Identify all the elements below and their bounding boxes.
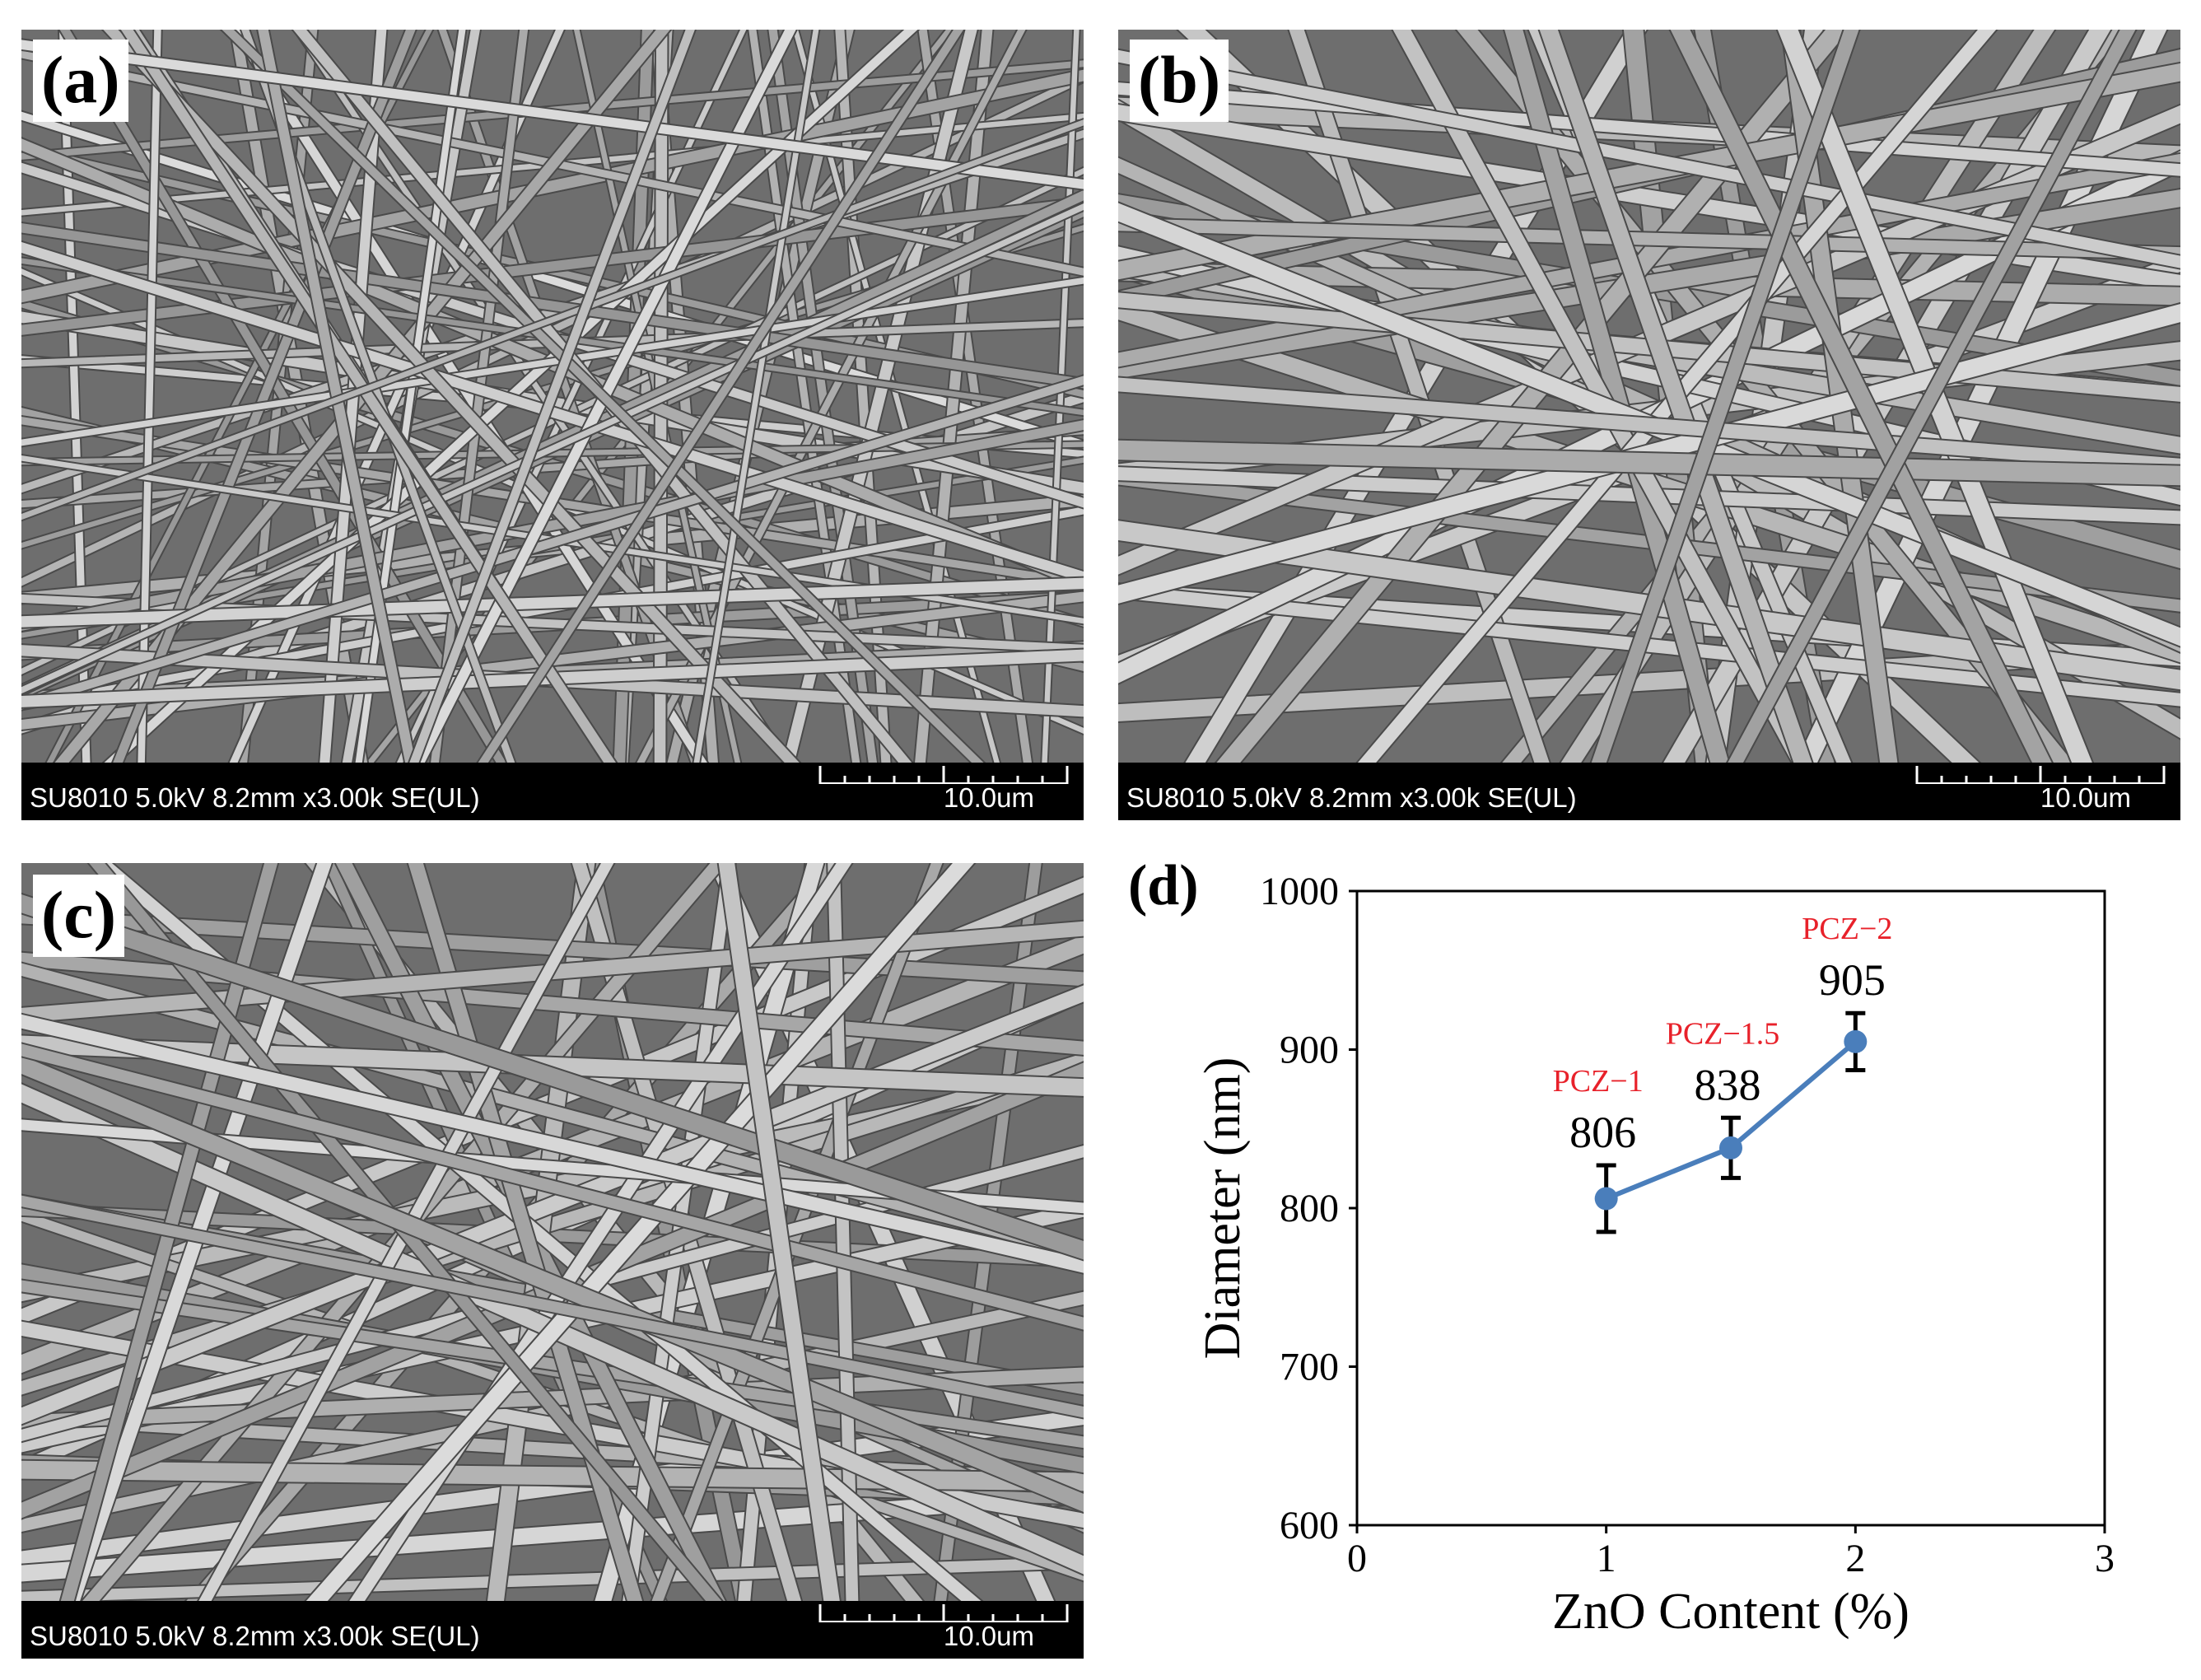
scale-bar-icon	[818, 1604, 1069, 1622]
diameter-chart: (d) 600 700 800 900 1000 0 1 2 3 ZnO Content (%) D…	[1128, 856, 2115, 1640]
data-point	[1844, 1029, 1868, 1053]
y-tick-label: 800	[1280, 1187, 1339, 1230]
sem-image-a: SU8010 5.0kV 8.2mm x3.00k SE(UL) 10.0um	[21, 30, 1084, 820]
x-tick-label: 1	[1597, 1537, 1616, 1580]
y-tick-label: 900	[1280, 1029, 1339, 1072]
plot-frame	[1355, 889, 2106, 1527]
sem-info-text: SU8010 5.0kV 8.2mm x3.00k SE(UL)	[30, 1621, 480, 1651]
x-tick-label: 3	[2095, 1537, 2115, 1580]
panel-label-b: (b)	[1130, 40, 1229, 122]
sem-info-bar: SU8010 5.0kV 8.2mm x3.00k SE(UL) 10.0um	[21, 763, 1084, 820]
x-tick-label: 0	[1347, 1537, 1367, 1580]
scale-label: 10.0um	[2040, 782, 2131, 813]
panel-label-c: (c)	[33, 875, 125, 957]
x-tick-label: 2	[1845, 1537, 1865, 1580]
sem-info-text: SU8010 5.0kV 8.2mm x3.00k SE(UL)	[1126, 782, 1577, 813]
y-tick-label: 600	[1280, 1504, 1339, 1547]
sample-name-label: PCZ−2	[1802, 912, 1892, 946]
panel-label-a: (a)	[33, 40, 128, 122]
sem-image-b: SU8010 5.0kV 8.2mm x3.00k SE(UL) 10.0um	[1118, 30, 2180, 820]
scale-label: 10.0um	[943, 782, 1034, 813]
y-tick-label: 1000	[1260, 870, 1339, 913]
panel-label-d: (d)	[1128, 856, 1199, 917]
sem-info-bar: SU8010 5.0kV 8.2mm x3.00k SE(UL) 10.0um	[21, 1601, 1084, 1659]
sample-name-label: PCZ−1	[1553, 1064, 1644, 1099]
fiber-texture	[21, 863, 1084, 1601]
sample-name-label: PCZ−1.5	[1666, 1016, 1780, 1051]
data-value-label: 806	[1569, 1108, 1636, 1157]
data-point	[1719, 1136, 1742, 1160]
sem-info-bar: SU8010 5.0kV 8.2mm x3.00k SE(UL) 10.0um	[1118, 763, 2180, 820]
scale-label: 10.0um	[943, 1621, 1034, 1651]
scale-bar-icon	[818, 766, 1069, 784]
sem-image-c: SU8010 5.0kV 8.2mm x3.00k SE(UL) 10.0um	[21, 863, 1084, 1659]
data-point	[1594, 1187, 1618, 1211]
data-value-label: 838	[1695, 1060, 1761, 1109]
y-axis-label: Diameter (nm)	[1195, 1057, 1251, 1360]
sem-info-text: SU8010 5.0kV 8.2mm x3.00k SE(UL)	[30, 782, 480, 813]
data-value-label: 905	[1819, 955, 1886, 1005]
y-tick-label: 700	[1280, 1346, 1339, 1389]
fiber-texture	[21, 30, 1084, 763]
scale-bar-icon	[1915, 766, 2166, 784]
x-axis-label: ZnO Content (%)	[1552, 1584, 1910, 1640]
fiber-texture	[1118, 30, 2180, 763]
